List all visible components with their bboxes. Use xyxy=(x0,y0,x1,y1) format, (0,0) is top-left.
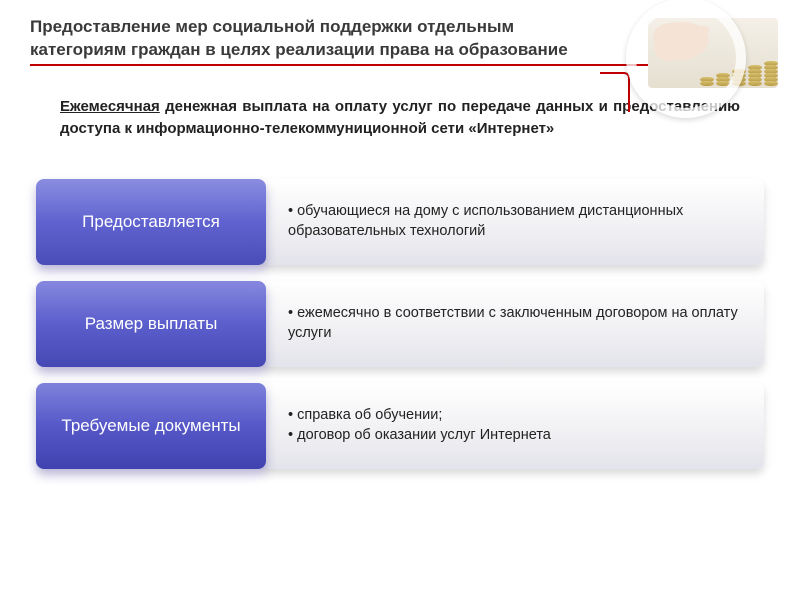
corner-image xyxy=(618,4,788,104)
row-label-text: Требуемые документы xyxy=(61,415,240,436)
header: Предоставление мер социальной поддержки … xyxy=(0,0,800,74)
rows-area: Предоставляется обучающиеся на дому с ис… xyxy=(0,151,800,469)
info-row-provided: Предоставляется обучающиеся на дому с ис… xyxy=(36,179,764,265)
info-row-amount: Размер выплаты ежемесячно в соответствии… xyxy=(36,281,764,367)
row-item: справка об обучении; xyxy=(288,406,551,426)
row-label: Требуемые документы xyxy=(36,383,266,469)
row-label: Размер выплаты xyxy=(36,281,266,367)
row-label-text: Размер выплаты xyxy=(85,313,218,334)
row-body: ежемесячно в соответствии с заключенным … xyxy=(262,281,764,367)
row-item: ежемесячно в соответствии с заключенным … xyxy=(288,304,744,343)
page-title: Предоставление мер социальной поддержки … xyxy=(30,16,590,62)
row-item: обучающиеся на дому с использованием дис… xyxy=(288,202,744,241)
row-item: договор об оказании услуг Интернета xyxy=(288,426,551,446)
info-row-documents: Требуемые документы справка об обучении;… xyxy=(36,383,764,469)
row-label-text: Предоставляется xyxy=(82,211,220,232)
row-body: обучающиеся на дому с использованием дис… xyxy=(262,179,764,265)
row-label: Предоставляется xyxy=(36,179,266,265)
row-body: справка об обучении; договор об оказании… xyxy=(262,383,764,469)
subtitle-underlined: Ежемесячная xyxy=(60,98,160,115)
